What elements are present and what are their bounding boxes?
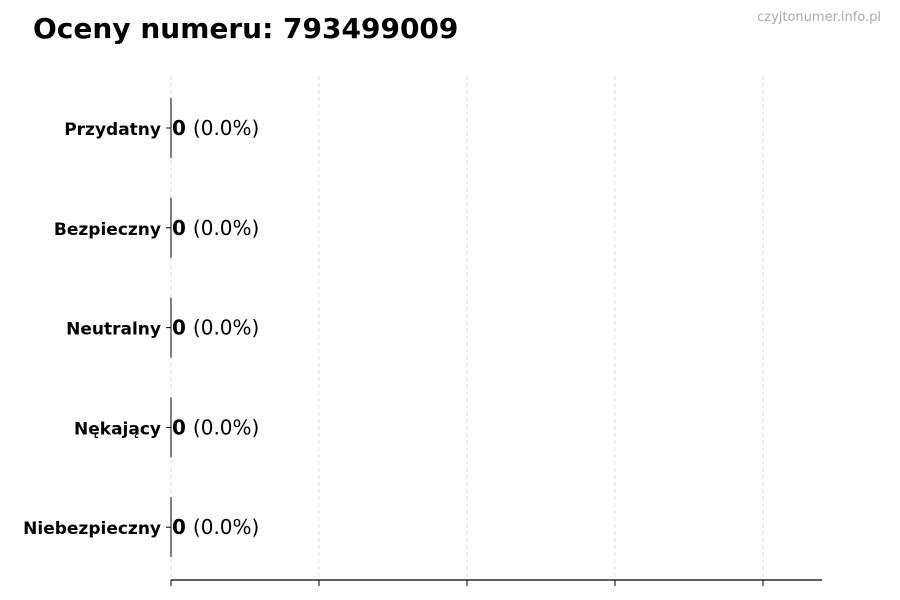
data-label: 0 (0.0%)	[172, 216, 259, 240]
y-tick-label: Neutralny	[66, 320, 161, 340]
data-label-count: 0	[172, 116, 186, 140]
data-label: 0 (0.0%)	[172, 515, 259, 539]
y-tick-label: Nękający	[74, 419, 161, 439]
chart-title: Oceny numeru: 793499009	[33, 12, 459, 45]
y-tick-label: Niebezpieczny	[23, 519, 161, 539]
data-label: 0 (0.0%)	[172, 116, 259, 140]
data-label-count: 0	[172, 316, 186, 340]
data-label-count: 0	[172, 515, 186, 539]
data-label-percent: (0.0%)	[193, 116, 259, 140]
data-label-percent: (0.0%)	[193, 515, 259, 539]
y-tick-label: Bezpieczny	[54, 220, 161, 240]
data-label-count: 0	[172, 216, 186, 240]
watermark: czyjtonumer.info.pl	[757, 10, 881, 25]
y-tick-label: Przydatny	[64, 120, 161, 140]
data-label-percent: (0.0%)	[193, 316, 259, 340]
data-label: 0 (0.0%)	[172, 415, 259, 439]
data-label-percent: (0.0%)	[193, 415, 259, 439]
data-label: 0 (0.0%)	[172, 316, 259, 340]
data-label-percent: (0.0%)	[193, 216, 259, 240]
data-label-count: 0	[172, 415, 186, 439]
